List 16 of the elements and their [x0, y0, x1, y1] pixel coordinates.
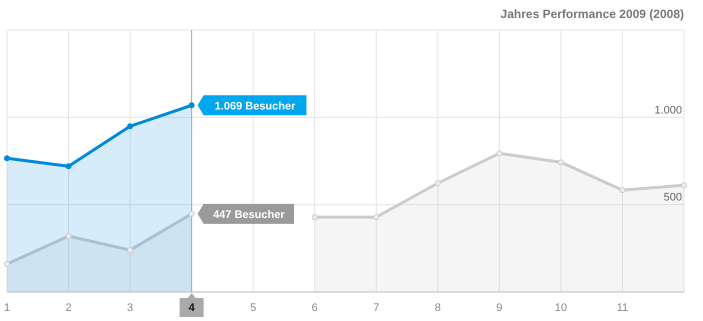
annotation: 1.069 Besucher: [214, 100, 296, 112]
x-tick-label: 5: [250, 302, 256, 314]
x-tick-label: 3: [127, 302, 134, 314]
x-tick-label: 2: [65, 302, 72, 314]
annotation: 447 Besucher: [213, 208, 286, 221]
chart-title: Jahres Performance 2009 (2008): [500, 7, 684, 21]
x-tick-label: 4: [188, 302, 196, 314]
x-tick-label: 10: [554, 302, 568, 314]
x-tick-label: 9: [496, 302, 502, 314]
x-tick-label: 6: [312, 302, 318, 314]
x-tick-label: 1: [4, 302, 10, 314]
x-tick-label: 11: [616, 302, 628, 314]
x-tick-label: 7: [373, 302, 380, 314]
y-tick-label: 1.000: [654, 104, 682, 116]
x-tick-label: 8: [434, 302, 441, 314]
y-tick-label: 500: [664, 192, 682, 204]
